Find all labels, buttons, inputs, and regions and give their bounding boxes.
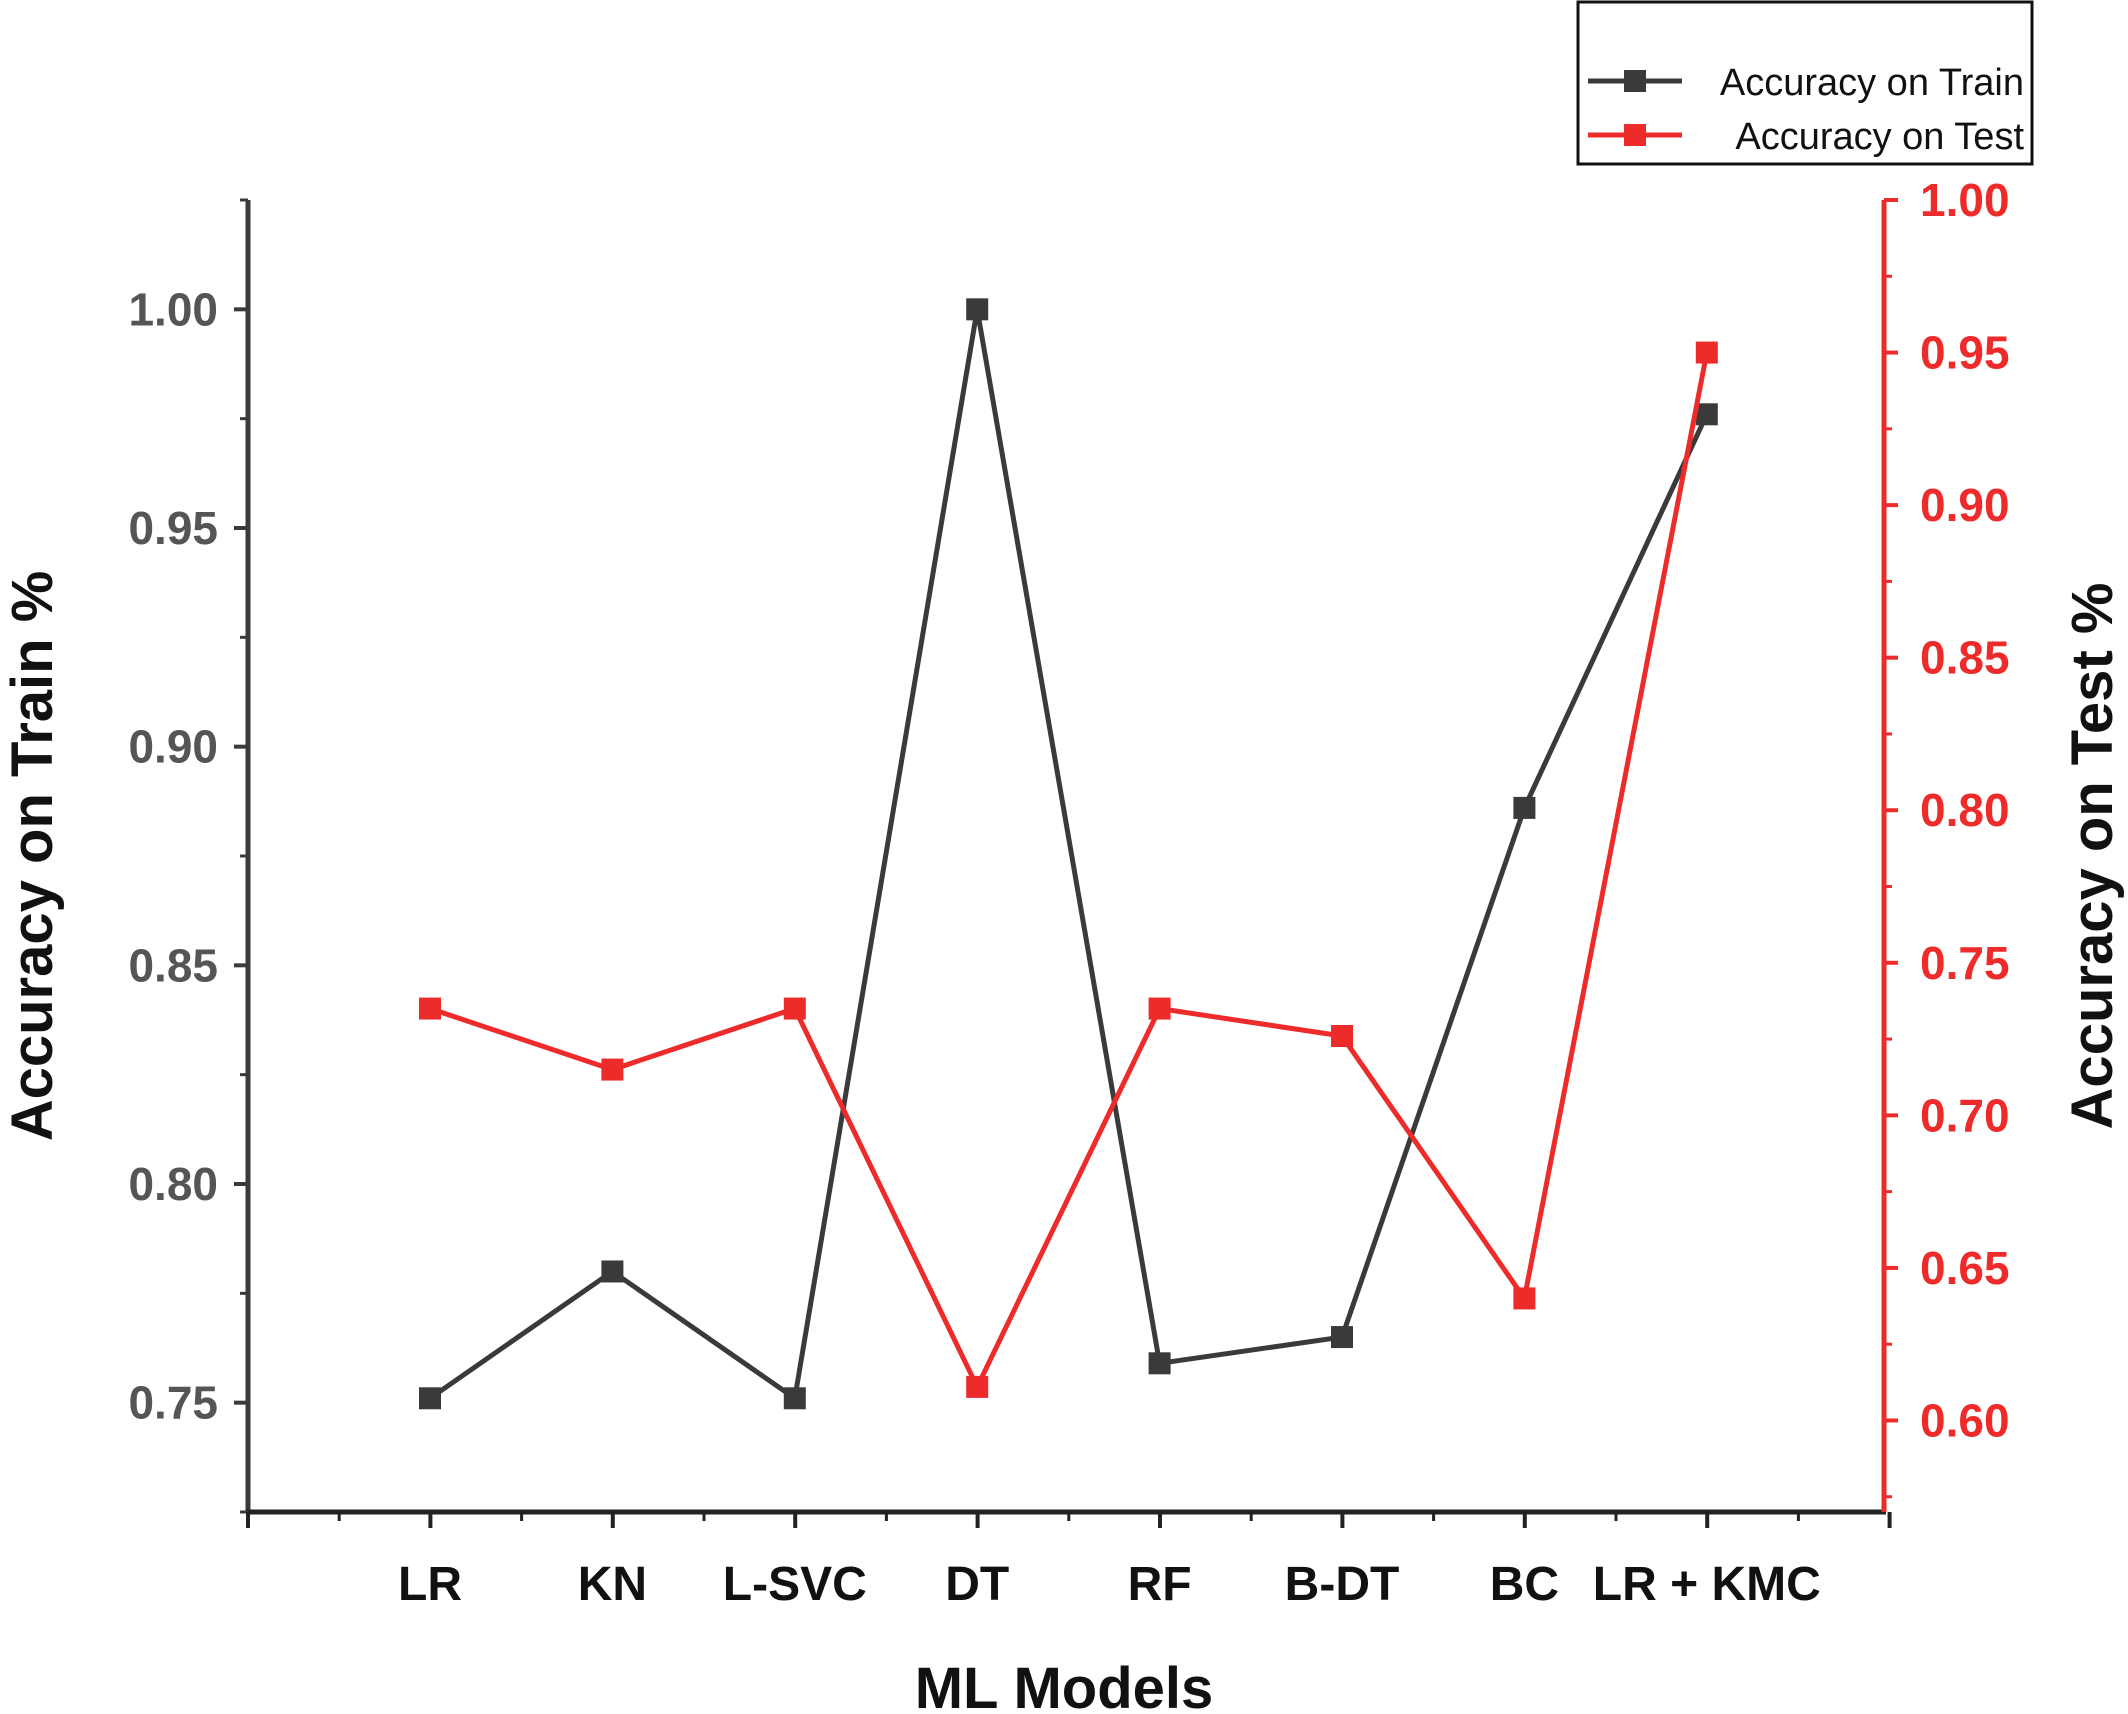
right-y-tick-label: 0.80	[1920, 784, 2010, 836]
data-point-train	[1148, 1352, 1171, 1375]
x-tick-label: BC	[1490, 1558, 1559, 1611]
data-point-test	[419, 997, 441, 1020]
data-point-test	[966, 1375, 989, 1398]
x-tick-label: LR	[398, 1558, 462, 1611]
legend-swatch-marker	[1624, 124, 1646, 146]
legend-label: Accuracy on Test	[1735, 116, 2024, 158]
left-y-tick-label: 0.80	[128, 1158, 218, 1210]
data-point-test	[1513, 1287, 1536, 1310]
data-point-test	[1331, 1025, 1353, 1048]
data-point-train	[966, 298, 989, 321]
left-y-tick-label: 0.95	[128, 502, 218, 554]
x-tick-label: DT	[945, 1558, 1009, 1611]
right-y-tick-label: 0.70	[1920, 1089, 2010, 1141]
left-y-tick-label: 0.85	[128, 939, 218, 991]
x-tick-label: RF	[1128, 1558, 1192, 1611]
series-line-train	[428, 306, 1710, 1401]
left-y-tick-label: 1.00	[128, 283, 218, 335]
x-tick-label: LR + KMC	[1593, 1558, 1821, 1611]
data-point-train	[601, 1260, 624, 1283]
right-y-tick-label: 0.75	[1920, 937, 2010, 989]
data-point-test	[601, 1058, 624, 1081]
right-y-tick-label: 0.65	[1920, 1242, 2010, 1294]
left-y-tick-label: 0.90	[128, 721, 218, 773]
legend: Accuracy on Train Accuracy on Test	[1576, 0, 2034, 166]
data-point-train	[1513, 796, 1536, 819]
series-layer	[419, 298, 1718, 1410]
data-point-test	[783, 997, 806, 1020]
series-line-test	[429, 352, 1710, 1390]
data-point-test	[1695, 341, 1718, 364]
left-y-tick-label: 0.75	[128, 1377, 218, 1429]
right-y-tick-label: 0.85	[1920, 632, 2010, 684]
right-y-axis-title: Accuracy on Test %	[2060, 583, 2125, 1130]
right-y-tick-label: 0.95	[1920, 327, 2010, 379]
data-point-train	[1695, 403, 1718, 426]
axes-layer: 0.75 0.80 0.85 0.90 0.95 1.00 0.60 0.65 0.70 0.75…	[0, 174, 2125, 1714]
x-tick-label: L-SVC	[723, 1558, 867, 1611]
data-point-train	[1331, 1326, 1353, 1349]
data-point-test	[1148, 997, 1171, 1020]
x-tick-label: B-DT	[1285, 1558, 1400, 1611]
x-axis-title: ML Models	[915, 1656, 1214, 1714]
right-y-tick-label: 0.60	[1920, 1394, 2010, 1446]
right-y-tick-label: 1.00	[1920, 174, 2010, 226]
data-point-train	[419, 1387, 441, 1410]
right-y-tick-label: 0.90	[1920, 479, 2010, 531]
data-point-train	[783, 1387, 806, 1410]
legend-label: Accuracy on Train	[1720, 62, 2024, 104]
left-y-axis-title: Accuracy on Train %	[0, 571, 65, 1142]
legend-swatch-marker	[1624, 70, 1646, 92]
x-tick-label: KN	[578, 1558, 647, 1611]
